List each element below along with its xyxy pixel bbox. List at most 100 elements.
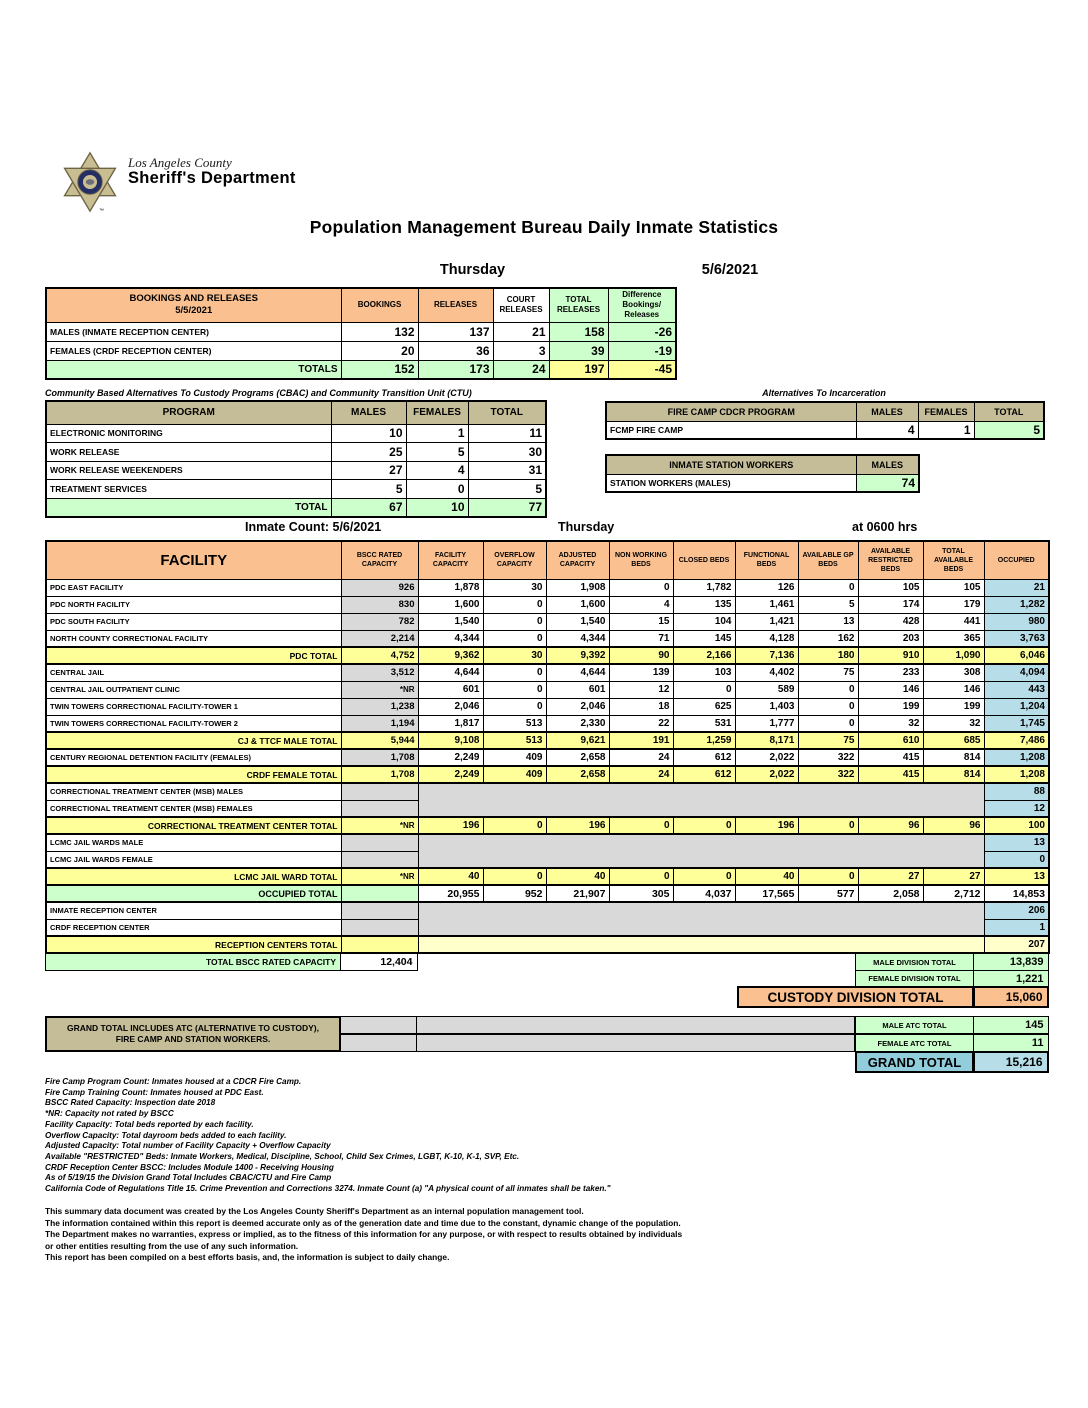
column-header: FUNCTIONAL BEDS <box>734 540 799 580</box>
stat-value: 4,752 <box>340 646 419 665</box>
stat-value: 415 <box>857 748 924 767</box>
stat-value: 685 <box>922 731 985 750</box>
occupied-value: 0 <box>983 850 1050 869</box>
facility-row: CRDF RECEPTION CENTER 1 <box>45 918 1050 937</box>
stat-value: 322 <box>797 765 859 784</box>
stat-value: 0 <box>797 714 859 733</box>
stat-value: 4,344 <box>545 629 610 648</box>
stat-value: 27 <box>857 867 924 886</box>
female-atc-total-value: 11 <box>972 1034 1049 1052</box>
facility-label: CRDF RECEPTION CENTER <box>45 918 342 937</box>
stat-value: 24 <box>608 748 674 767</box>
stat-value: 4,344 <box>417 629 484 648</box>
facility-row: CJ & TTCF MALE TOTAL 5,944 9,108 513 9,621 19… <box>45 731 1050 750</box>
stat-value: 0 <box>482 612 547 631</box>
footnote-line: Fire Camp Training Count: Inmates housed… <box>45 1087 264 1097</box>
stat-value: 980 <box>983 612 1050 631</box>
total-releases-value: 158 <box>548 321 609 342</box>
program-label: TREATMENT SERVICES <box>45 479 332 499</box>
stat-value: 409 <box>482 748 547 767</box>
facility-row: OCCUPIED TOTAL 20,955 952 21,907 305 4,037 17,… <box>45 884 1050 903</box>
stat-value: 531 <box>672 714 736 733</box>
facility-label: PDC SOUTH FACILITY <box>45 612 342 631</box>
column-header: NON WORKING BEDS <box>608 540 674 580</box>
facility-label: TWIN TOWERS CORRECTIONAL FACILITY-TOWER … <box>45 714 342 733</box>
occupied-value: 88 <box>983 782 1050 801</box>
stat-value: 105 <box>922 578 985 597</box>
column-header: CLOSED BEDS <box>672 540 736 580</box>
stat-value: 90 <box>608 646 674 665</box>
stat-value: 415 <box>857 765 924 784</box>
stat-value: 3,763 <box>983 629 1050 648</box>
stat-value: 105 <box>857 578 924 597</box>
facility-label: INMATE RECEPTION CENTER <box>45 901 342 920</box>
stat-value: 601 <box>545 680 610 699</box>
empty-region <box>417 935 985 954</box>
stat-value: 17,565 <box>734 884 799 903</box>
total-value: 31 <box>467 460 547 480</box>
stat-value: 610 <box>857 731 924 750</box>
stat-value: 146 <box>857 680 924 699</box>
stat-value: 14,853 <box>983 884 1050 903</box>
stat-value: 199 <box>922 697 985 716</box>
stat-value: 1,708 <box>340 765 419 784</box>
column-header: MALES <box>855 454 920 475</box>
facility-row: PDC NORTH FACILITY 830 1,600 0 1,600 4 135 1,46… <box>45 595 1050 614</box>
footnote-line: Overflow Capacity: Total dayroom beds ad… <box>45 1130 287 1140</box>
stat-value: 32 <box>922 714 985 733</box>
stat-value: 2,249 <box>417 765 484 784</box>
stat-value: 146 <box>922 680 985 699</box>
stat-value: 7,136 <box>734 646 799 665</box>
stat-value: 814 <box>922 765 985 784</box>
stat-value: 0 <box>608 816 674 835</box>
total-value: 5 <box>973 420 1045 440</box>
column-header: OVERFLOW CAPACITY <box>482 540 547 580</box>
stat-value: 308 <box>922 663 985 682</box>
facility-row: PDC SOUTH FACILITY 782 1,540 0 1,540 15 104 1,4… <box>45 612 1050 631</box>
facility-label: LCMC JAIL WARD TOTAL <box>45 867 342 886</box>
stat-value: 13 <box>797 612 859 631</box>
column-header: TOTAL RELEASES <box>548 287 609 323</box>
stat-value: 9,392 <box>545 646 610 665</box>
totals-difference: -45 <box>607 359 677 380</box>
stat-value: 75 <box>797 663 859 682</box>
facility-label: LCMC JAIL WARDS MALE <box>45 833 342 852</box>
stat-value: 24 <box>608 765 674 784</box>
stat-value: 1,421 <box>734 612 799 631</box>
stat-value: 1,540 <box>545 612 610 631</box>
stat-value: 104 <box>672 612 736 631</box>
stat-value: 21 <box>983 578 1050 597</box>
fire-camp-row: FCMP FIRE CAMP 4 1 5 <box>605 420 1045 440</box>
stat-value: 196 <box>417 816 484 835</box>
stat-value: 0 <box>672 867 736 886</box>
footnote-line: Fire Camp Program Count: Inmates housed … <box>45 1077 302 1086</box>
row-label: MALES (INMATE RECEPTION CENTER) <box>45 321 342 342</box>
stat-value: 4,128 <box>734 629 799 648</box>
totals-bookings: 152 <box>340 359 419 380</box>
footnote-line: Facility Capacity: Total beds reported b… <box>45 1119 254 1129</box>
female-atc-total-label: FEMALE ATC TOTAL <box>855 1034 974 1052</box>
stat-value: 0 <box>482 629 547 648</box>
logo-department-text: Sheriff's Department <box>128 168 296 187</box>
stat-value: 625 <box>672 697 736 716</box>
stat-value: 5,944 <box>340 731 419 750</box>
atc-empty-cell <box>416 1016 855 1034</box>
column-header: AVAILABLE RESTRICTED BEDS <box>857 540 924 580</box>
total-value: 5 <box>467 479 547 499</box>
stat-value: 926 <box>340 578 419 597</box>
stat-value: 2,658 <box>545 748 610 767</box>
bscc-value <box>340 850 419 869</box>
fire-camp-table: FIRE CAMP CDCR PROGRAM MALES FEMALES TOTAL … <box>605 401 1045 440</box>
cbac-row: ELECTRONIC MONITORING 10 1 11 <box>45 423 547 443</box>
facility-row: CRDF FEMALE TOTAL 1,708 2,249 409 2,658 24 612… <box>45 765 1050 784</box>
stat-value: 103 <box>672 663 736 682</box>
stat-value: 203 <box>857 629 924 648</box>
report-date: 5/6/2021 <box>701 262 759 278</box>
bookings-value: 20 <box>340 340 419 361</box>
not-applicable-region <box>417 901 985 937</box>
stat-value: 196 <box>734 816 799 835</box>
custody-division-total-label: CUSTODY DIVISION TOTAL <box>737 986 974 1008</box>
occupied-value: 207 <box>983 935 1050 954</box>
males-value: 5 <box>330 479 407 499</box>
